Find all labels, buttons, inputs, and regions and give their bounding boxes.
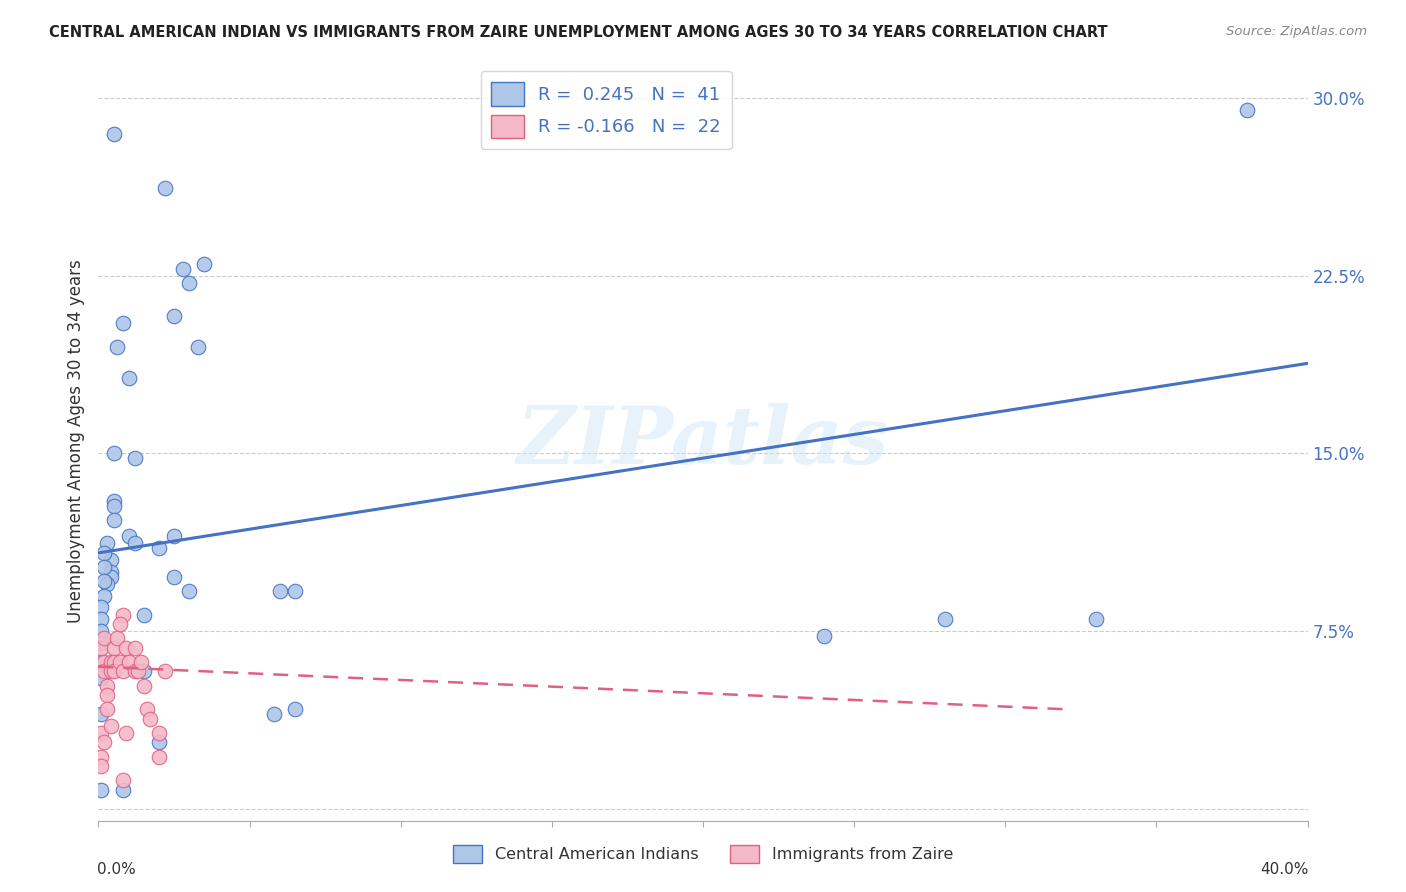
- Point: [90, 612, 112, 626]
- Point: [96, 536, 118, 550]
- Point: [93, 631, 115, 645]
- Y-axis label: Unemployment Among Ages 30 to 34 years: Unemployment Among Ages 30 to 34 years: [66, 260, 84, 624]
- Text: ZIPatlas: ZIPatlas: [517, 403, 889, 480]
- Point: [934, 612, 956, 626]
- Point: [100, 719, 122, 733]
- Point: [148, 541, 170, 556]
- Text: Source: ZipAtlas.com: Source: ZipAtlas.com: [1226, 25, 1367, 38]
- Point: [813, 629, 835, 643]
- Point: [93, 655, 115, 669]
- Point: [100, 553, 122, 567]
- Point: [105, 340, 128, 354]
- Point: [148, 749, 170, 764]
- Point: [96, 679, 118, 693]
- Point: [118, 529, 141, 543]
- Point: [103, 446, 125, 460]
- Point: [90, 749, 112, 764]
- Point: [103, 640, 125, 655]
- Point: [148, 735, 170, 749]
- Point: [1085, 612, 1108, 626]
- Point: [96, 702, 118, 716]
- Point: [187, 340, 209, 354]
- Point: [100, 565, 122, 579]
- Point: [93, 574, 115, 589]
- Point: [103, 127, 125, 141]
- Point: [129, 655, 152, 669]
- Point: [103, 655, 125, 669]
- Point: [179, 276, 201, 290]
- Point: [163, 529, 186, 543]
- Point: [111, 782, 134, 797]
- Point: [111, 665, 134, 679]
- Point: [90, 636, 112, 650]
- Point: [111, 316, 134, 330]
- Point: [269, 583, 291, 598]
- Point: [132, 665, 155, 679]
- Point: [108, 655, 131, 669]
- Point: [100, 569, 122, 583]
- Point: [90, 600, 112, 615]
- Point: [163, 309, 186, 323]
- Point: [100, 665, 122, 679]
- Point: [111, 607, 134, 622]
- Point: [263, 706, 285, 721]
- Point: [90, 782, 112, 797]
- Point: [1236, 103, 1258, 117]
- Point: [148, 726, 170, 740]
- Point: [90, 655, 112, 669]
- Point: [100, 655, 122, 669]
- Point: [132, 679, 155, 693]
- Point: [103, 665, 125, 679]
- Point: [90, 672, 112, 686]
- Point: [93, 546, 115, 560]
- Point: [284, 702, 307, 716]
- Point: [96, 576, 118, 591]
- Text: 40.0%: 40.0%: [1260, 863, 1309, 878]
- Point: [108, 617, 131, 632]
- Point: [124, 640, 146, 655]
- Legend: Central American Indians, Immigrants from Zaire: Central American Indians, Immigrants fro…: [447, 838, 959, 870]
- Point: [124, 665, 146, 679]
- Point: [93, 735, 115, 749]
- Point: [172, 261, 194, 276]
- Point: [96, 688, 118, 702]
- Point: [284, 583, 307, 598]
- Point: [124, 536, 146, 550]
- Point: [93, 665, 115, 679]
- Point: [103, 493, 125, 508]
- Point: [163, 569, 186, 583]
- Point: [103, 513, 125, 527]
- Point: [135, 702, 157, 716]
- Point: [118, 655, 141, 669]
- Point: [179, 583, 201, 598]
- Point: [193, 257, 215, 271]
- Point: [153, 665, 176, 679]
- Point: [114, 726, 136, 740]
- Text: 0.0%: 0.0%: [97, 863, 136, 878]
- Point: [105, 631, 128, 645]
- Point: [114, 640, 136, 655]
- Text: CENTRAL AMERICAN INDIAN VS IMMIGRANTS FROM ZAIRE UNEMPLOYMENT AMONG AGES 30 TO 3: CENTRAL AMERICAN INDIAN VS IMMIGRANTS FR…: [49, 25, 1108, 40]
- Point: [118, 370, 141, 384]
- Point: [103, 499, 125, 513]
- Point: [153, 181, 176, 195]
- Point: [90, 759, 112, 773]
- Point: [93, 560, 115, 574]
- Point: [127, 665, 149, 679]
- Point: [139, 712, 162, 726]
- Point: [90, 726, 112, 740]
- Point: [111, 773, 134, 788]
- Point: [93, 589, 115, 603]
- Point: [90, 706, 112, 721]
- Point: [90, 640, 112, 655]
- Point: [90, 624, 112, 639]
- Point: [132, 607, 155, 622]
- Point: [124, 451, 146, 466]
